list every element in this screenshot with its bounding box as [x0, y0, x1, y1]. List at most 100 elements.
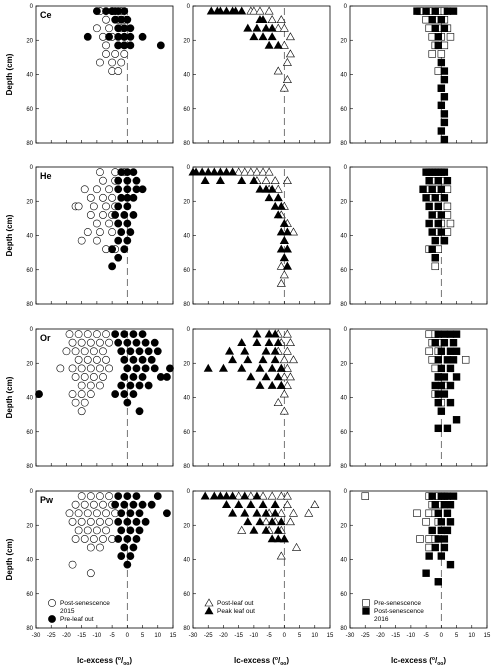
data-point [285, 49, 295, 58]
data-point [267, 32, 277, 41]
data-point [129, 500, 138, 509]
data-point [77, 407, 86, 416]
data-point [114, 253, 123, 262]
data-point [228, 167, 238, 176]
y-tick-label: 20 [183, 199, 190, 205]
data-point [209, 167, 219, 176]
data-point [123, 202, 132, 211]
data-point [452, 373, 461, 381]
y-tick-label: 80 [183, 626, 190, 632]
data-point [111, 330, 120, 339]
data-point [443, 202, 452, 211]
data-point [135, 407, 144, 416]
y-tick-label: 80 [26, 464, 33, 470]
x-tick-label: -10 [93, 633, 102, 639]
data-point [74, 509, 83, 518]
data-point [243, 355, 253, 364]
y-axis-label: Depth (cm) [5, 538, 14, 580]
x-axis-label: lc-excess (o/oo) [391, 656, 446, 667]
panel-frame [35, 5, 174, 144]
data-point [246, 167, 256, 176]
data-point [285, 338, 295, 347]
data-point [258, 491, 268, 500]
data-point [209, 491, 219, 500]
data-point [105, 338, 113, 347]
x-tick-label: 0 [126, 633, 130, 639]
data-point [252, 338, 262, 347]
data-point [203, 363, 213, 372]
y-tick-label: 20 [26, 523, 33, 529]
data-point [117, 228, 126, 236]
data-point [80, 535, 89, 543]
y-tick-label: 60 [340, 430, 347, 436]
data-point [71, 373, 80, 381]
data-point [255, 363, 265, 372]
data-point [114, 202, 123, 211]
data-point [425, 552, 433, 560]
data-point [279, 372, 289, 381]
data-point [291, 542, 302, 551]
data-point [413, 509, 421, 517]
y-tick-label: 0 [344, 165, 348, 171]
data-point [237, 176, 247, 184]
panel-frame [192, 5, 331, 144]
data-point [437, 101, 446, 110]
data-point [206, 6, 216, 15]
y-tick-label: 40 [26, 73, 33, 79]
data-point [461, 356, 470, 364]
data-point [249, 6, 259, 15]
data-point [114, 338, 123, 347]
y-tick-label: 80 [340, 464, 347, 470]
data-point [56, 364, 65, 373]
data-point [273, 338, 283, 347]
data-point [270, 176, 280, 184]
data-point [123, 15, 132, 24]
data-point [123, 364, 132, 373]
data-point [273, 525, 283, 534]
x-tick-label: 5 [141, 633, 145, 639]
data-point [264, 40, 274, 49]
data-point [285, 32, 295, 41]
data-point [99, 211, 107, 219]
data-point [434, 33, 442, 41]
data-point [111, 390, 120, 398]
data-point [74, 355, 83, 364]
data-point [147, 355, 156, 364]
x-tick-label: 10 [311, 633, 318, 639]
data-point [443, 526, 452, 535]
data-point [150, 338, 159, 347]
data-point [141, 517, 150, 526]
data-point [434, 67, 442, 75]
data-point [428, 245, 436, 253]
legend-marker [48, 615, 56, 623]
data-point [243, 23, 253, 32]
data-point [437, 127, 446, 135]
data-point [267, 491, 277, 500]
panel-frame [349, 5, 488, 144]
y-tick-label: 20 [26, 199, 33, 205]
data-point [440, 118, 449, 127]
panel-frame [192, 328, 331, 467]
data-point [425, 202, 433, 211]
data-point [105, 24, 113, 33]
data-point [431, 381, 439, 390]
data-point [446, 347, 455, 355]
y-tick-label: 0 [30, 4, 34, 10]
data-point [102, 330, 110, 339]
data-point [80, 398, 89, 407]
data-point [114, 517, 123, 526]
data-point [276, 244, 286, 253]
data-point [434, 202, 442, 211]
data-point [270, 346, 280, 355]
data-point [267, 380, 277, 389]
x-tick-label: -20 [62, 633, 71, 639]
data-point [92, 24, 101, 33]
data-point [440, 93, 449, 101]
data-point [96, 543, 104, 552]
data-point [434, 41, 442, 50]
data-point [255, 6, 265, 15]
panel-he-col1: 0 20 40 60 80 He [26, 165, 174, 308]
data-point [117, 526, 126, 535]
